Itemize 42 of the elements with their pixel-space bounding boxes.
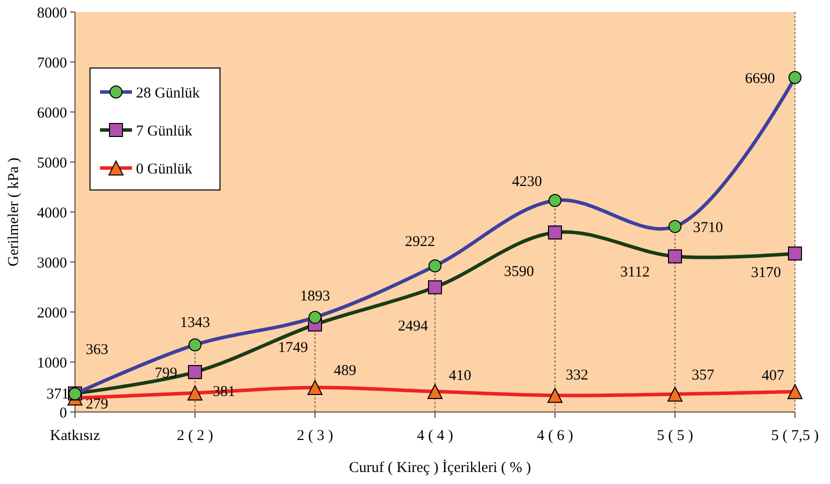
data-label: 1343 bbox=[180, 315, 210, 332]
data-label: 3112 bbox=[620, 264, 650, 281]
data-label: 3710 bbox=[693, 220, 723, 236]
data-label: 489 bbox=[334, 362, 356, 379]
data-label: 371 bbox=[46, 386, 69, 403]
data-label: 279 bbox=[86, 396, 108, 412]
y-tick-label: 4000 bbox=[37, 205, 67, 222]
y-tick-label: 6000 bbox=[37, 105, 67, 122]
data-label: 410 bbox=[448, 368, 472, 384]
legend-label: 0 Günlük bbox=[136, 161, 193, 178]
legend-label: 7 Günlük bbox=[136, 123, 193, 140]
data-label: 1893 bbox=[300, 288, 330, 305]
x-tick-label: Katkısız bbox=[50, 428, 100, 444]
y-tick-label: 8000 bbox=[37, 5, 67, 22]
y-tick-label: 2000 bbox=[37, 305, 67, 322]
data-label: 3170 bbox=[751, 264, 781, 281]
y-tick-label: 5000 bbox=[37, 155, 67, 172]
y-axis-title: Gerilmeler ( kPa ) bbox=[6, 158, 22, 266]
data-label: 3590 bbox=[504, 264, 534, 280]
x-tick-label: 4 ( 4 ) bbox=[416, 428, 454, 444]
data-label: 332 bbox=[566, 368, 588, 384]
x-tick-label: 2 ( 3 ) bbox=[296, 428, 334, 444]
data-label: 2494 bbox=[398, 318, 428, 335]
x-tick-label: 4 ( 6 ) bbox=[536, 428, 574, 444]
data-label: 6690 bbox=[745, 70, 775, 87]
x-tick-label: 5 ( 7,5 ) bbox=[771, 428, 819, 444]
data-label: 407 bbox=[762, 368, 785, 384]
data-label: 2922 bbox=[405, 234, 435, 250]
y-tick-label: 1000 bbox=[37, 355, 67, 372]
x-axis-title: Curuf ( Kireç ) İçerikleri ( % ) bbox=[349, 459, 531, 476]
data-label: 4230 bbox=[512, 174, 542, 190]
data-label: 357 bbox=[692, 367, 715, 384]
x-tick-label: 2 ( 2 ) bbox=[176, 428, 214, 444]
x-tick-label: 5 ( 5 ) bbox=[656, 428, 694, 444]
data-label: 799 bbox=[154, 365, 178, 382]
legend-label: 28 Günlük bbox=[136, 85, 200, 102]
data-label: 1749 bbox=[278, 340, 308, 356]
data-label: 363 bbox=[86, 342, 108, 358]
y-tick-label: 3000 bbox=[37, 255, 67, 272]
y-tick-label: 0 bbox=[60, 405, 67, 422]
y-tick-label: 7000 bbox=[37, 55, 67, 72]
data-label: 381 bbox=[212, 384, 236, 400]
